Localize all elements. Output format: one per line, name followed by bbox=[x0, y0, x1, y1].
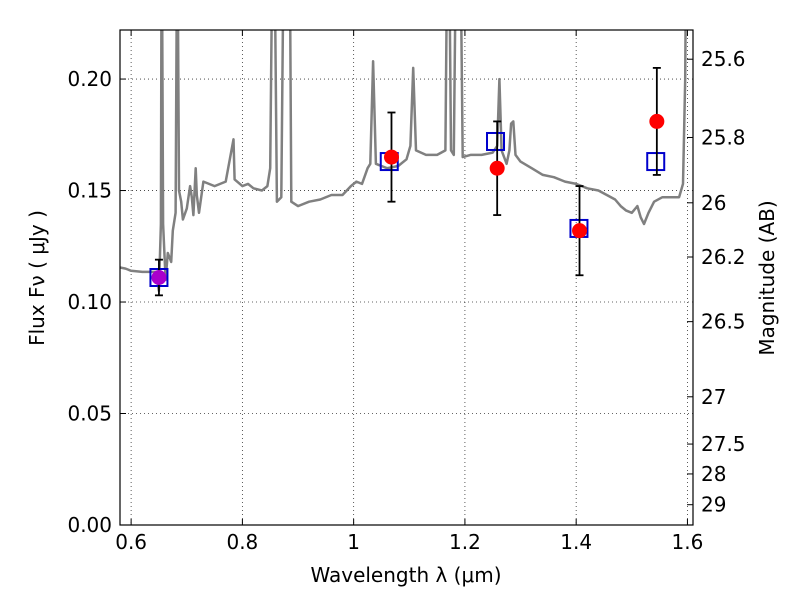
y2-axis-label: Magnitude (AB) bbox=[755, 200, 779, 355]
y2-tick-label: 27 bbox=[701, 385, 726, 409]
plot-frame bbox=[119, 29, 694, 526]
x-tick-label: 0.6 bbox=[115, 530, 147, 554]
spectrum-layer bbox=[120, 30, 687, 293]
y-tick-label: 0.15 bbox=[67, 179, 112, 203]
observed-point bbox=[572, 223, 588, 239]
x-tick-label: 1.2 bbox=[449, 530, 481, 554]
y-axis-label: Flux Fν ( μJy ) bbox=[25, 210, 49, 346]
x-axis-label: Wavelength λ (μm) bbox=[310, 563, 501, 587]
observed-point bbox=[151, 270, 167, 285]
ticks: 0.6 0.8 1 1.2 1.4 1.6 0.00 0.05 0.10 0.15 0.20 25.6… bbox=[67, 30, 746, 554]
model-square-marker bbox=[646, 152, 666, 172]
x-tick-label: 1.4 bbox=[560, 530, 592, 554]
observed-point bbox=[649, 113, 665, 129]
observed-point bbox=[489, 160, 505, 176]
y2-tick-label: 26 bbox=[701, 191, 726, 215]
y2-tick-label: 25.6 bbox=[701, 47, 746, 71]
y-tick-label: 0.10 bbox=[67, 290, 112, 314]
y-tick-label: 0.05 bbox=[67, 402, 112, 426]
grid bbox=[120, 30, 693, 526]
model-square-marker bbox=[486, 131, 506, 151]
marker-layer bbox=[149, 67, 666, 297]
x-tick-label: 1 bbox=[347, 530, 360, 554]
y2-tick-label: 26.5 bbox=[701, 310, 746, 334]
y2-tick-label: 26.2 bbox=[701, 245, 746, 269]
y2-tick-label: 25.8 bbox=[701, 125, 746, 149]
x-tick-label: 0.8 bbox=[226, 530, 258, 554]
observed-point bbox=[383, 149, 399, 165]
y2-tick-label: 29 bbox=[701, 493, 726, 517]
y-tick-label: 0.20 bbox=[67, 67, 112, 91]
y2-tick-label: 27.5 bbox=[701, 432, 746, 456]
y2-tick-label: 28 bbox=[701, 462, 726, 486]
y-tick-label: 0.00 bbox=[67, 513, 112, 537]
spectrum-line bbox=[120, 30, 687, 293]
x-tick-label: 1.6 bbox=[672, 530, 704, 554]
